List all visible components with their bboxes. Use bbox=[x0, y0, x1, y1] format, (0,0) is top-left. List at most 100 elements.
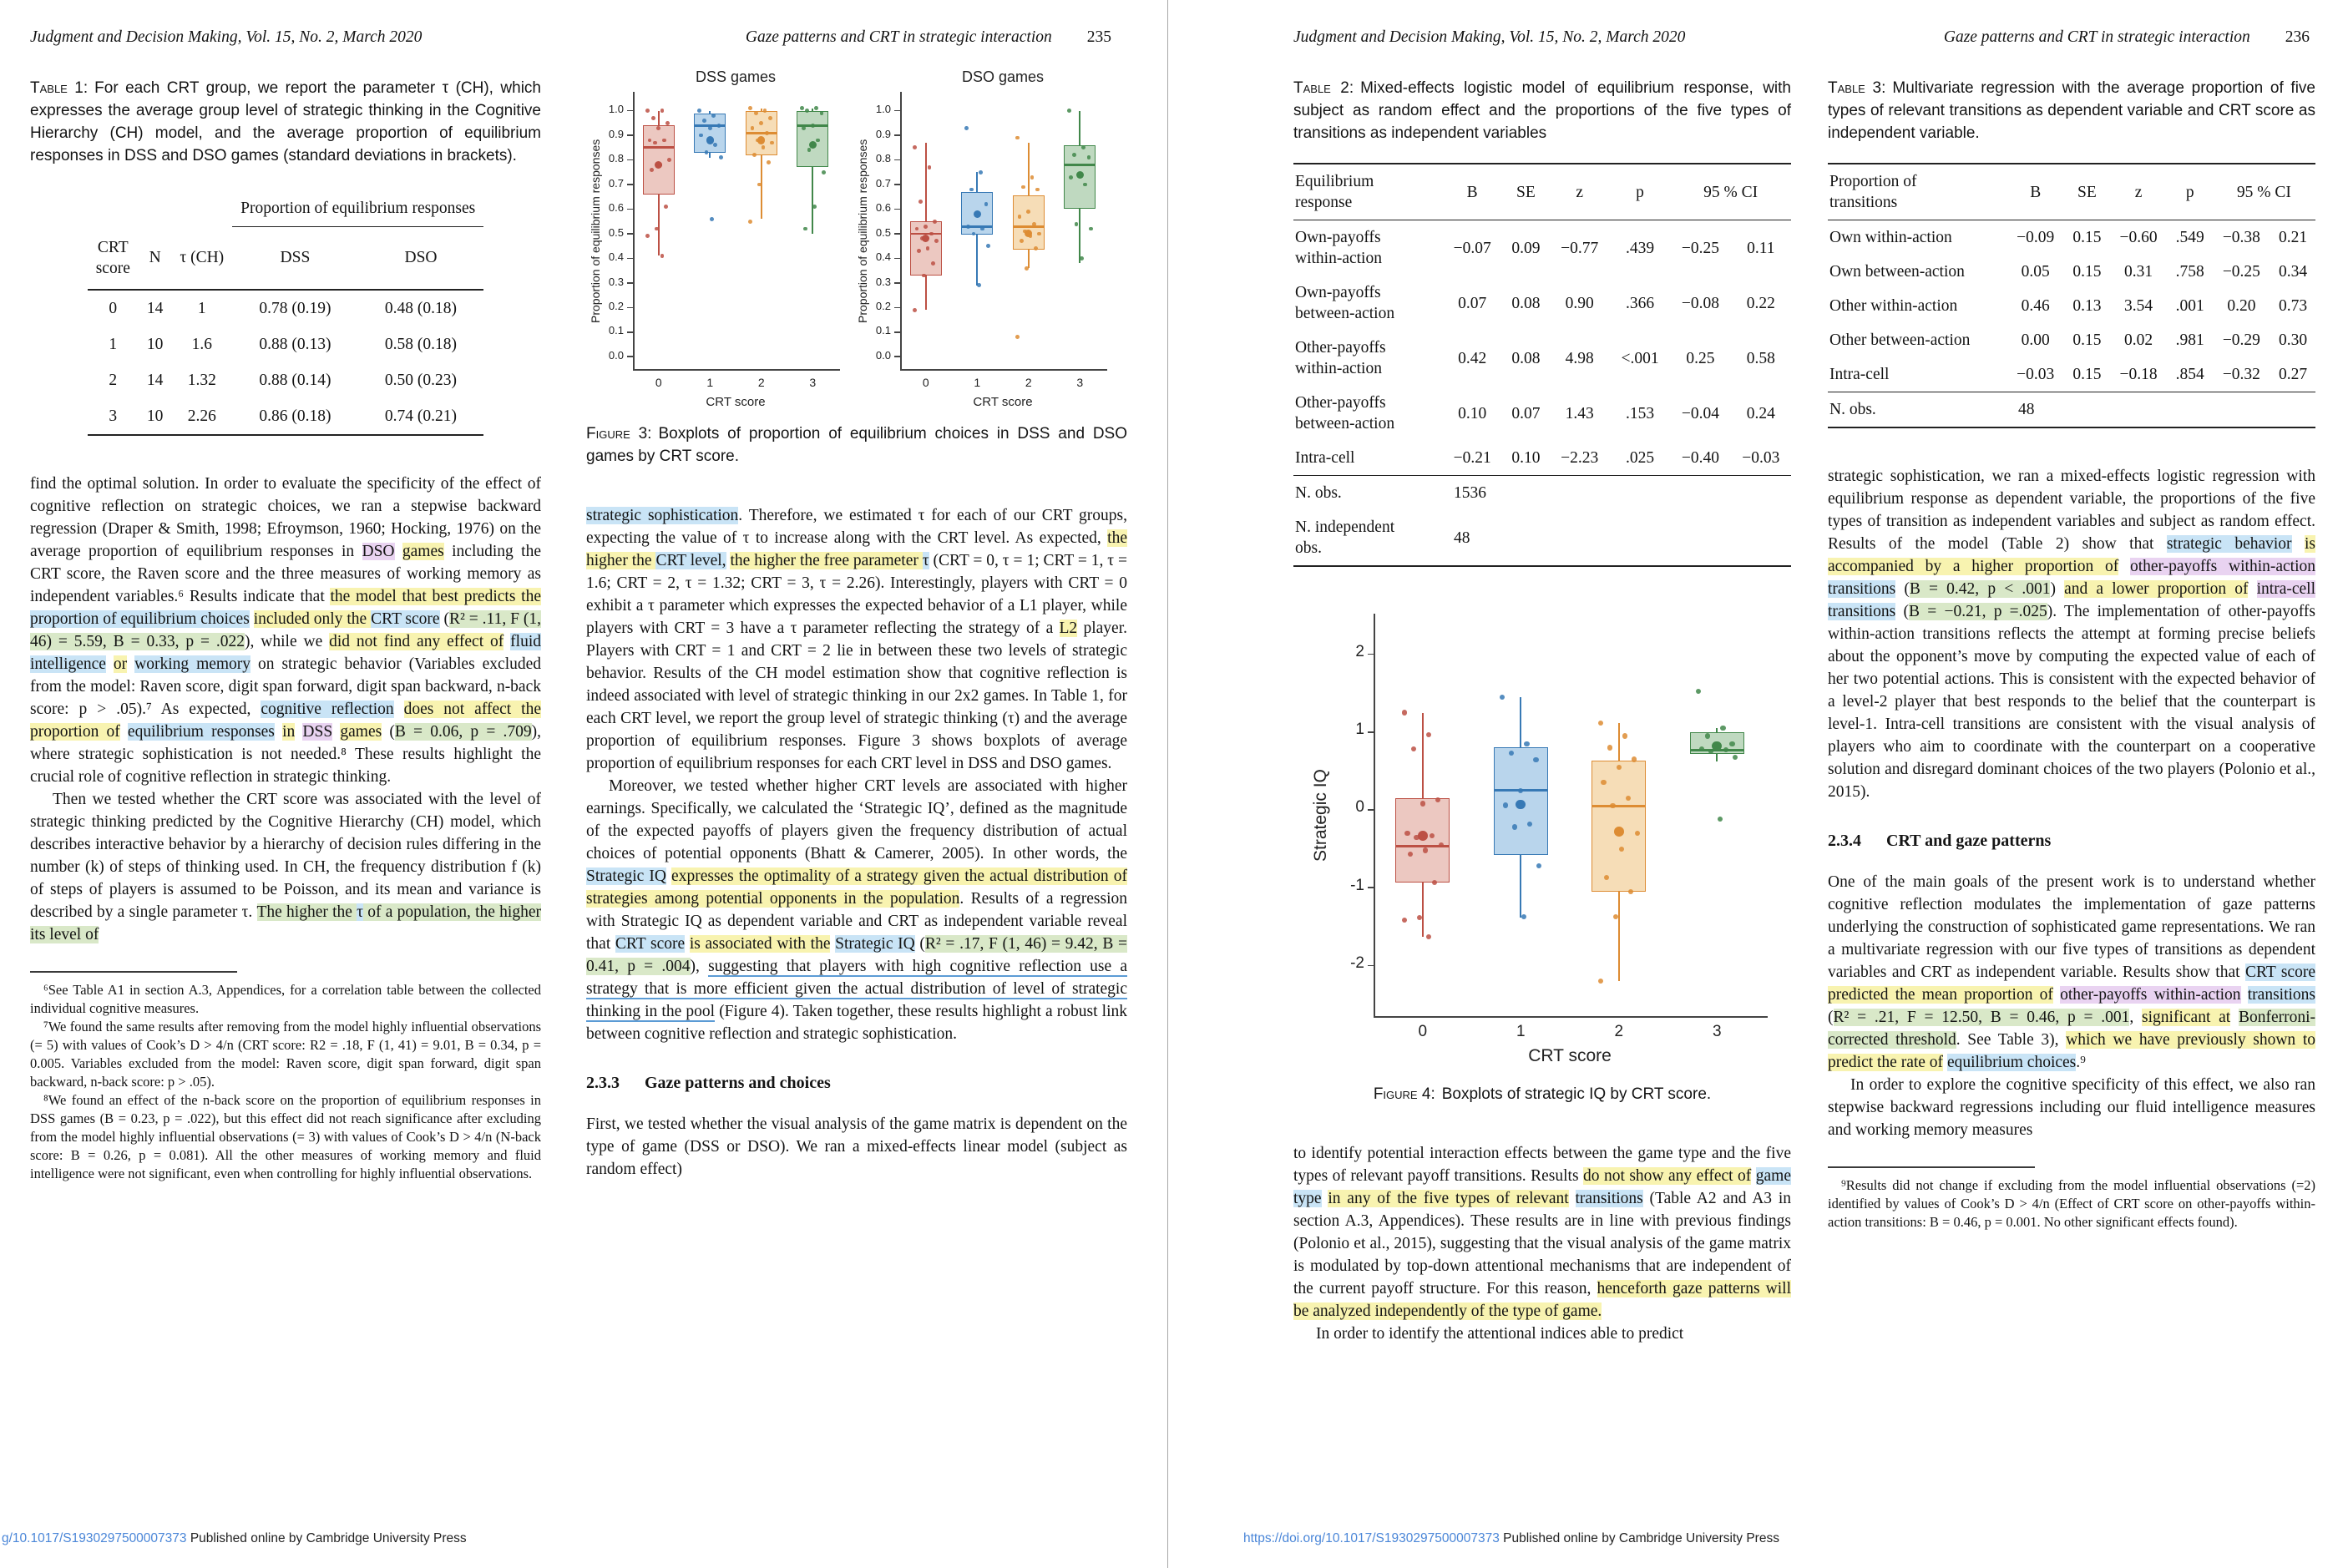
data-point bbox=[1404, 830, 1410, 837]
data-point bbox=[925, 246, 930, 251]
doi-link[interactable]: g/10.1017/S1930297500007373 bbox=[2, 1531, 187, 1545]
section-heading-2-3-3: 2.3.3 Gaze patterns and choices bbox=[586, 1074, 831, 1092]
column-header: Proportion of transitions bbox=[1828, 164, 2006, 220]
data-point bbox=[1015, 135, 1020, 140]
column-header: z bbox=[2109, 164, 2168, 220]
data-point bbox=[1612, 913, 1619, 919]
data-point bbox=[766, 160, 771, 164]
page-header: Judgment and Decision Making, Vol. 15, N… bbox=[30, 28, 1111, 47]
body-text: strategic sophistication, we ran a mixed… bbox=[1828, 465, 2316, 1141]
data-point bbox=[1729, 741, 1735, 746]
median-line bbox=[961, 225, 994, 228]
y-tick bbox=[894, 356, 900, 358]
column-header: CRT score bbox=[87, 226, 139, 291]
data-point bbox=[1705, 733, 1711, 739]
y-tick-label: 0.6 bbox=[875, 201, 891, 215]
x-tick-label: 1 bbox=[706, 376, 714, 389]
data-point bbox=[819, 111, 824, 115]
page-number: 236 bbox=[2285, 28, 2310, 46]
y-tick bbox=[627, 306, 633, 309]
data-point bbox=[711, 114, 716, 118]
data-point bbox=[810, 123, 815, 128]
table-row: 2 14 1.32 0.88 (0.14) 0.50 (0.23) bbox=[109, 371, 458, 389]
figure3-label: Figure 3: bbox=[586, 425, 652, 443]
paragraph: In order to identify the attentional ind… bbox=[1316, 1325, 1684, 1343]
right-column: DSS games Proportion of equilibrium respo… bbox=[586, 65, 1128, 1181]
y-tick-label: 0.0 bbox=[875, 348, 891, 362]
section-heading-2-3-4: 2.3.4 CRT and gaze patterns bbox=[1828, 832, 2052, 850]
table-row: Intra-cell −0.21 0.10 −2.23.025 −0.40 −0.03 bbox=[1295, 449, 1780, 467]
y-tick bbox=[627, 257, 633, 260]
y-tick-label: 1.0 bbox=[608, 103, 624, 116]
doi-link[interactable]: https://doi.org/10.1017/S193029750000737… bbox=[1243, 1531, 1500, 1545]
data-point bbox=[1423, 847, 1429, 853]
data-point bbox=[699, 133, 703, 138]
y-tick bbox=[894, 184, 900, 185]
x-tick-label: 1 bbox=[974, 376, 981, 389]
y-tick bbox=[627, 184, 633, 185]
data-point bbox=[716, 123, 721, 128]
data-point bbox=[1601, 780, 1607, 786]
x-tick-label: 2 bbox=[1614, 1023, 1624, 1040]
x-axis-line bbox=[633, 369, 840, 371]
stats-table-grid: Proportion of transitions B SE z p 95 % CI Own … bbox=[1828, 163, 2315, 428]
y-tick bbox=[1368, 964, 1374, 967]
data-point bbox=[1527, 821, 1533, 827]
paragraph: First, we tested whether the visual anal… bbox=[586, 1115, 1127, 1178]
data-point bbox=[718, 155, 723, 159]
y-tick bbox=[627, 134, 633, 136]
data-point bbox=[770, 140, 775, 145]
x-tick-label: 1 bbox=[1516, 1023, 1526, 1040]
data-point bbox=[821, 169, 826, 175]
data-point bbox=[663, 205, 668, 209]
body-text: to identify potential interaction effect… bbox=[1293, 1142, 1791, 1345]
page-236: Judgment and Decision Making, Vol. 15, N… bbox=[1172, 0, 2343, 1568]
data-point bbox=[799, 106, 804, 111]
data-point bbox=[748, 106, 753, 111]
y-tick bbox=[894, 257, 900, 260]
table-row: Intra-cell −0.03 0.15 −0.18.854 −0.32 0.27 bbox=[1829, 366, 2308, 383]
footnote-rule bbox=[30, 970, 237, 973]
data-point bbox=[914, 226, 919, 231]
body-text: find the optimal solution. In order to e… bbox=[30, 473, 542, 946]
y-axis-line bbox=[1374, 614, 1375, 1017]
data-point bbox=[1511, 824, 1517, 830]
y-tick bbox=[894, 159, 900, 161]
journal-title: Judgment and Decision Making, Vol. 15, N… bbox=[1293, 28, 1686, 46]
data-point bbox=[913, 307, 918, 312]
box bbox=[1592, 761, 1647, 892]
page-number: 235 bbox=[1086, 28, 1111, 46]
data-point bbox=[802, 125, 806, 130]
data-point bbox=[707, 125, 712, 130]
data-point bbox=[1080, 256, 1084, 260]
y-tick-label: 1.0 bbox=[875, 103, 891, 116]
data-point bbox=[1733, 754, 1738, 760]
y-tick bbox=[1368, 731, 1374, 733]
table-row: 3 10 2.26 0.86 (0.18) 0.74 (0.21) bbox=[109, 407, 458, 425]
table-row: Own-payoffs within-action −0.07 0.09 −0.77.4… bbox=[1295, 229, 1775, 267]
mean-point bbox=[1025, 230, 1033, 238]
table2-caption: Table 2: Mixed-effects logistic model of … bbox=[1293, 79, 1791, 142]
data-point bbox=[1610, 803, 1616, 809]
median-line bbox=[694, 124, 726, 127]
data-point bbox=[934, 239, 939, 244]
data-point bbox=[1017, 214, 1022, 219]
x-tick-label: 2 bbox=[1025, 376, 1032, 389]
y-tick bbox=[894, 208, 900, 210]
data-point bbox=[645, 109, 650, 114]
data-point bbox=[768, 116, 772, 120]
y-tick bbox=[1368, 887, 1374, 888]
page-footer: g/10.1017/S1930297500007373 Published on… bbox=[2, 1531, 467, 1546]
column-header: DSO bbox=[357, 226, 484, 291]
data-point bbox=[750, 125, 755, 130]
page-footer: https://doi.org/10.1017/S193029750000737… bbox=[1243, 1531, 1779, 1546]
data-point bbox=[1616, 764, 1622, 770]
y-tick bbox=[627, 208, 633, 210]
data-point bbox=[980, 226, 985, 231]
data-point bbox=[1500, 694, 1505, 700]
data-point bbox=[1419, 801, 1425, 807]
data-point bbox=[649, 167, 654, 172]
footnote-7: ⁷We found the same results after removin… bbox=[30, 1018, 541, 1090]
data-point bbox=[1020, 185, 1025, 190]
data-point bbox=[761, 145, 766, 150]
